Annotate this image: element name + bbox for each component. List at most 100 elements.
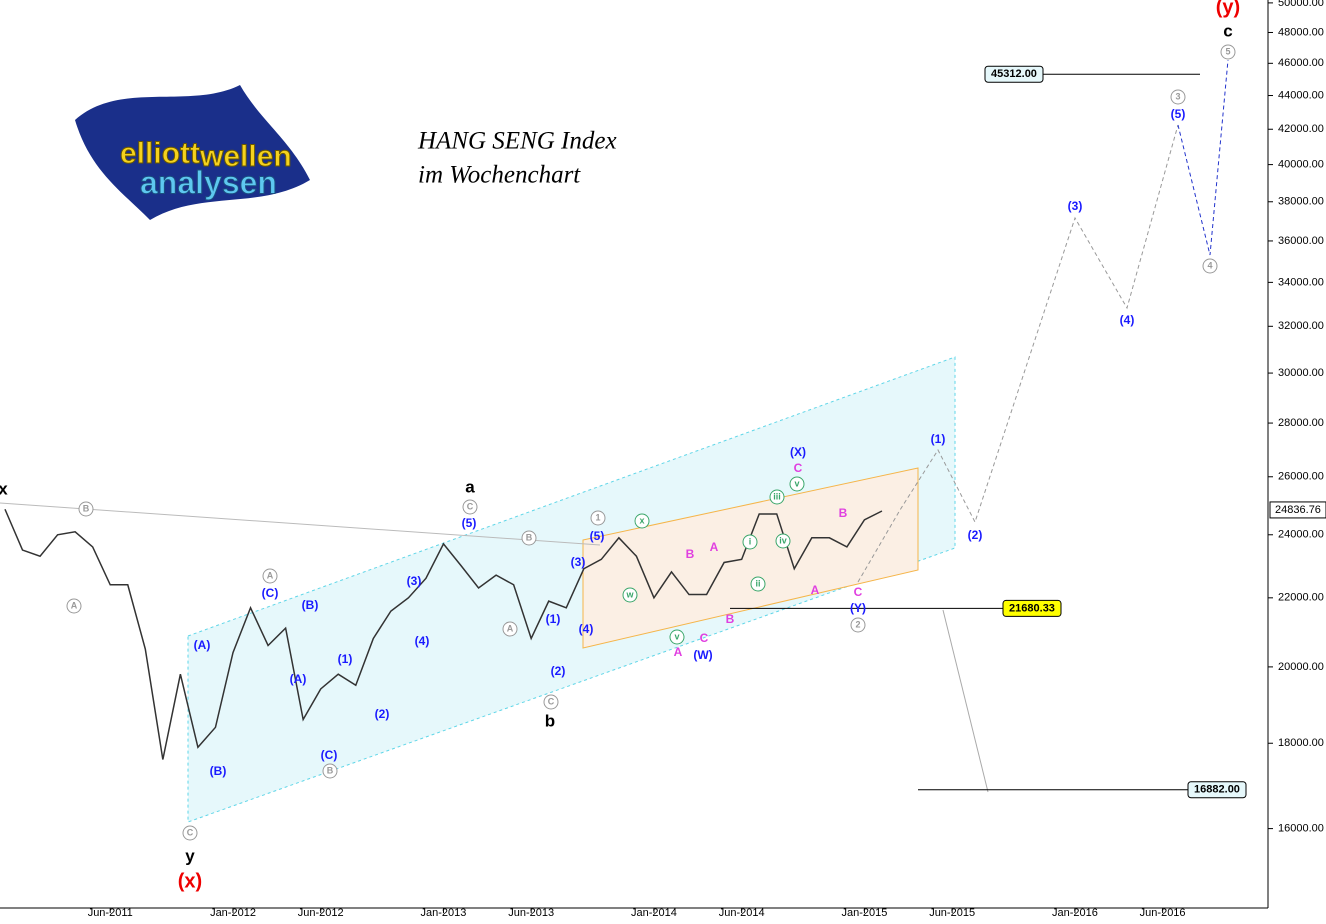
y-tick-label: 32000.00 (1278, 320, 1324, 332)
wave-label: (X) (790, 445, 806, 459)
wave-label: v (794, 478, 799, 488)
wave-label: w (625, 589, 634, 599)
x-tick-label: Jun-2016 (1140, 907, 1186, 919)
wave-label: b (545, 711, 555, 730)
x-tick-label: Jun-2011 (88, 907, 133, 919)
wave-label: (W) (693, 648, 712, 662)
wave-label: (B) (302, 598, 319, 612)
y-tick-label: 36000.00 (1278, 235, 1324, 247)
y-tick-label: 46000.00 (1278, 57, 1324, 69)
wave-label: C (187, 827, 194, 837)
projection-line (942, 609, 989, 793)
wave-label: (5) (1171, 107, 1186, 121)
wave-label: (Y) (850, 601, 866, 615)
wave-label: y (185, 846, 195, 865)
projection-path (857, 124, 1179, 583)
wave-label: x (639, 515, 644, 525)
x-tick-label: Jun-2012 (298, 907, 344, 919)
wave-label: (B) (210, 764, 227, 778)
wave-label: C (854, 585, 863, 599)
wave-label: A (71, 600, 78, 610)
wave-circle (322, 763, 338, 779)
wave-label: a (465, 477, 475, 496)
y-tick-label: 34000.00 (1278, 276, 1324, 288)
wave-circle (543, 694, 559, 710)
wave-label: A (267, 570, 274, 580)
wave-circle (502, 621, 518, 637)
wave-label: iv (779, 535, 787, 545)
wave-label: 1 (595, 512, 600, 522)
wave-circle (669, 629, 685, 645)
wave-label: 5 (1225, 46, 1230, 56)
wave-label: (1) (546, 612, 561, 626)
wave-circle (769, 489, 785, 505)
wave-label: i (749, 536, 752, 546)
y-tick-label: 44000.00 (1278, 89, 1324, 101)
wave-circle (775, 533, 791, 549)
last-price-box (1269, 501, 1326, 519)
wave-label: (1) (338, 652, 353, 666)
wave-circle (789, 476, 805, 492)
level-label: 45312.00 (991, 68, 1037, 80)
chart-subtitle: im Wochenchart (418, 162, 581, 189)
logo-text: elliott (120, 137, 200, 170)
x-tick-label: Jun-2013 (508, 907, 554, 919)
wave-circle (634, 513, 650, 529)
y-tick-label: 30000.00 (1278, 367, 1324, 379)
x-tick-label: Jan-2016 (1052, 907, 1098, 919)
wave-label: c (1223, 21, 1232, 40)
x-tick-label: Jan-2013 (421, 907, 467, 919)
y-tick-label: 22000.00 (1278, 592, 1324, 604)
x-tick-label: Jan-2012 (210, 907, 256, 919)
y-tick-label: 18000.00 (1278, 737, 1324, 749)
y-tick-label: 20000.00 (1278, 661, 1324, 673)
wave-label: B (726, 612, 735, 626)
wave-label: B (686, 547, 695, 561)
trend-channel (187, 356, 956, 823)
y-tick-label: 38000.00 (1278, 196, 1324, 208)
wave-label: iii (773, 491, 781, 501)
wave-label: A (674, 645, 683, 659)
wave-label: (3) (407, 574, 422, 588)
wave-circle (590, 510, 606, 526)
y-tick-label: 40000.00 (1278, 159, 1324, 171)
wave-label: (2) (551, 664, 566, 678)
projection-path-final (1177, 59, 1229, 256)
wave-circle (622, 587, 638, 603)
wave-label: A (710, 540, 719, 554)
wave-label: C (548, 696, 555, 706)
wave-label: (2) (375, 707, 390, 721)
wave-label: B (327, 765, 334, 775)
wave-circle (521, 530, 537, 546)
y-tick-label: 26000.00 (1278, 471, 1324, 483)
chart-title: HANG SENG Index (417, 128, 617, 155)
level-label: 21680.33 (1009, 602, 1055, 614)
wave-label: (4) (1120, 313, 1135, 327)
wave-label: 4 (1207, 260, 1212, 270)
y-tick-label: 42000.00 (1278, 123, 1324, 135)
trend-line (0, 502, 601, 546)
logo-text: wellen (199, 140, 292, 173)
x-tick-label: Jun-2014 (719, 907, 765, 919)
wave-label: C (700, 631, 709, 645)
wave-label: (2) (968, 528, 983, 542)
wave-circle (66, 598, 82, 614)
y-tick-label: 48000.00 (1278, 26, 1324, 38)
wave-label: (A) (194, 638, 211, 652)
logo-text: analysen (140, 164, 277, 200)
wave-label: A (507, 623, 514, 633)
wave-label: v (674, 631, 679, 641)
wave-circle (262, 568, 278, 584)
wave-circle (750, 576, 766, 592)
x-tick-label: Jan-2015 (842, 907, 888, 919)
wave-label: 3 (1175, 91, 1180, 101)
wave-circle (1202, 258, 1218, 274)
wave-label: (5) (590, 529, 605, 543)
wave-label: (y) (1216, 0, 1240, 18)
wave-label: (x) (178, 870, 202, 892)
wave-label: (3) (571, 555, 586, 569)
y-tick-label: 28000.00 (1278, 417, 1324, 429)
range-channel (582, 467, 919, 649)
wave-label: (4) (415, 634, 430, 648)
